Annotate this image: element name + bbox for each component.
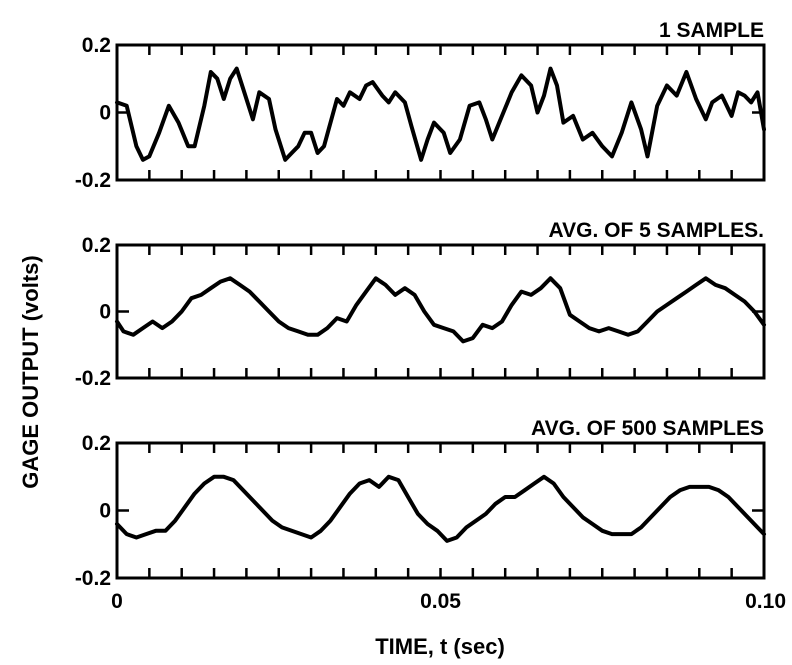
x-axis-label: TIME, t (sec) [375, 634, 505, 659]
panel-1-frame [115, 43, 766, 182]
panel-1-series-line [115, 66, 766, 162]
panel-2-frame [115, 243, 766, 380]
panel-2-series-line [115, 276, 766, 344]
y-axis-label: GAGE OUTPUT (volts) [18, 255, 43, 488]
x-tick-label: 0.05 [420, 590, 461, 613]
panel-2-ytick-label: 0.2 [82, 234, 111, 257]
panel-3-ytick-label: -0.2 [75, 567, 111, 590]
panel-3-frame [115, 441, 766, 580]
panel-1-ytick-label: 0.2 [82, 34, 111, 57]
panel-3-ytick-label: 0.2 [82, 432, 111, 455]
panel-3-series-line [115, 474, 766, 543]
x-tick-label: 0.10 [745, 590, 786, 613]
panel-1-ytick-label: -0.2 [75, 169, 111, 192]
panel-2-ytick-label: -0.2 [75, 367, 111, 390]
panel-1-ytick-label: 0 [99, 102, 111, 125]
panel-1-title: 1 SAMPLE [659, 19, 764, 42]
panel-3-ytick-label: 0 [99, 500, 111, 523]
panel-3-title: AVG. OF 500 SAMPLES [531, 417, 764, 440]
x-tick-label: 0 [111, 590, 123, 613]
panel-2-ytick-label: 0 [99, 301, 111, 324]
panel-2-title: AVG. OF 5 SAMPLES. [549, 219, 764, 242]
